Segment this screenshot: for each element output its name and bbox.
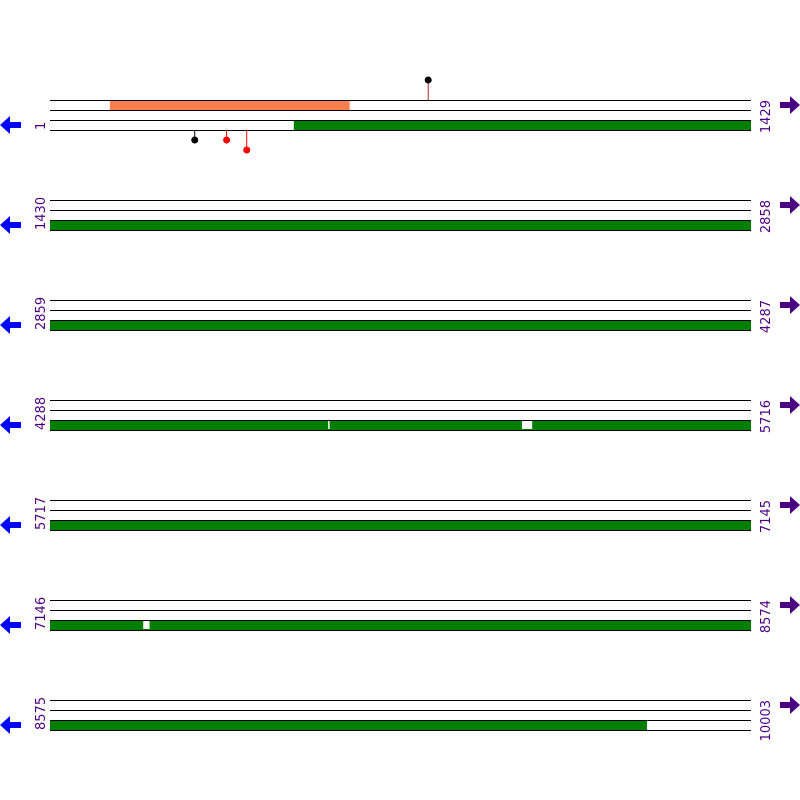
row-end-label: 10003 (759, 700, 774, 741)
row-end-label: 1429 (759, 100, 774, 133)
lollipop-head (191, 136, 199, 144)
lollipop-head (223, 136, 231, 144)
reverse-feature (50, 520, 751, 530)
track-row: 1 1429 (0, 76, 800, 154)
row-end-label: 5716 (759, 400, 774, 433)
right-arrow-icon (780, 596, 800, 614)
row-end-label: 7145 (759, 500, 774, 533)
left-arrow-icon (0, 616, 21, 634)
left-arrow-icon (0, 416, 21, 434)
right-arrow-icon (780, 96, 800, 114)
feature-gap (521, 421, 533, 429)
row-end-label: 8574 (759, 600, 774, 633)
left-arrow-icon (0, 216, 21, 234)
track-row: 4288 5716 (0, 396, 800, 434)
track-row: 7146 8574 (0, 596, 800, 634)
right-arrow-icon (780, 396, 800, 414)
row-end-label: 4287 (759, 300, 774, 333)
row-start-label: 1 (34, 122, 49, 130)
left-arrow-icon (0, 716, 21, 734)
right-arrow-icon (780, 496, 800, 514)
row-start-label: 7146 (34, 597, 49, 630)
reverse-feature (293, 120, 751, 130)
feature-gap (328, 421, 330, 429)
track-row: 1430 2858 (0, 196, 800, 234)
left-arrow-icon (0, 516, 21, 534)
row-start-label: 1430 (34, 197, 49, 230)
reverse-feature (50, 220, 751, 230)
feature-gap (143, 621, 150, 629)
lollipop-head (424, 76, 432, 84)
forward-feature (109, 100, 350, 110)
row-start-label: 5717 (34, 497, 49, 530)
reverse-feature (50, 620, 751, 630)
right-arrow-icon (780, 196, 800, 214)
track-row: 8575 10003 (0, 696, 800, 741)
track-row: 5717 7145 (0, 496, 800, 534)
left-arrow-icon (0, 116, 21, 134)
row-start-label: 2859 (34, 297, 49, 330)
row-start-label: 4288 (34, 397, 49, 430)
right-arrow-icon (780, 296, 800, 314)
row-start-label: 8575 (34, 697, 49, 730)
track-row: 2859 4287 (0, 296, 800, 334)
row-end-label: 2858 (759, 200, 774, 233)
left-arrow-icon (0, 316, 21, 334)
reverse-feature (50, 420, 751, 430)
reverse-feature (50, 720, 648, 730)
lollipop-head (243, 146, 251, 154)
right-arrow-icon (780, 696, 800, 714)
reverse-feature (50, 320, 751, 330)
